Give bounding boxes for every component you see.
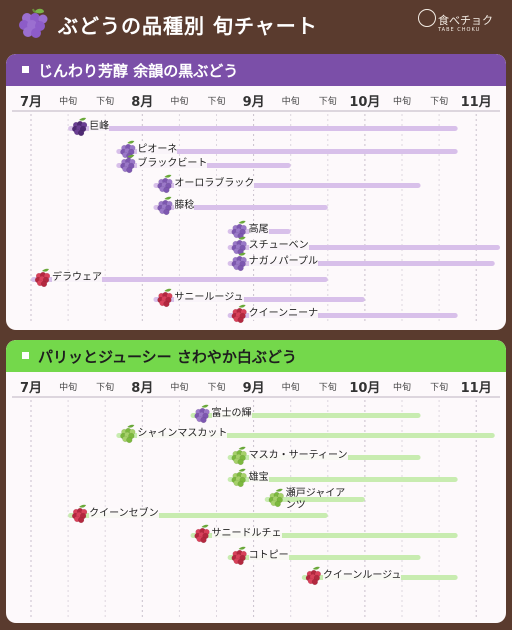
variety-label: シャインマスカット: [137, 428, 228, 440]
variety-label: 雄宝: [248, 472, 269, 484]
series-grape-icon: [231, 546, 247, 566]
period-bar: [31, 277, 328, 282]
variety-label: スチューベン: [248, 240, 309, 252]
period-tick-label: 下旬: [96, 97, 115, 107]
panel-title: じんわり芳醇 余韻の黒ぶどう: [38, 62, 239, 80]
variety-label: クイーンニーナ: [248, 308, 319, 320]
grape-logo-icon: [19, 8, 48, 38]
period-tick-label: 中旬: [59, 383, 78, 393]
series-grape-icon: [194, 524, 210, 544]
variety-label: オーロラブラック: [174, 178, 255, 190]
variety-label: クイーンルージュ: [322, 570, 402, 582]
variety-label: コトピー: [248, 550, 289, 562]
period-tick-label: 下旬: [318, 383, 337, 393]
header: ぶどうの品種別 旬チャート 食べチョク TABE CHOKU: [0, 0, 512, 46]
period-tick-label: 下旬: [207, 383, 226, 393]
period-bar: [227, 477, 458, 482]
month-tick-label: 10月: [349, 95, 381, 110]
series-grape-icon: [305, 566, 321, 586]
variety-label: ナガノパープル: [248, 256, 319, 268]
series-grape-icon: [231, 468, 247, 488]
period-bar: [264, 497, 365, 502]
variety-label: 富士の輝: [211, 408, 252, 420]
panel-header: じんわり芳醇 余韻の黒ぶどう: [6, 54, 506, 86]
bullet-square-icon: [22, 66, 29, 73]
variety-label: サニールージュ: [174, 292, 244, 304]
variety-label: 巨峰: [89, 121, 110, 133]
panel-black-grapes: じんわり芳醇 余韻の黒ぶどう巨峰ピオーネブラックビートオーロラブラック 藤稔高尾ス…: [6, 54, 506, 330]
period-bar: [116, 149, 458, 154]
month-axis-bg: [12, 86, 500, 110]
period-tick-label: 下旬: [318, 97, 337, 107]
variety-label: クイーンセブン: [89, 508, 159, 520]
period-tick-label: 中旬: [170, 383, 189, 393]
variety-label: マスカ・サーティーン: [248, 450, 348, 462]
month-tick-label: 7月: [19, 95, 43, 110]
variety-label: ピオーネ: [137, 144, 178, 156]
variety-label: 高尾: [248, 224, 269, 236]
bullet-square-icon: [22, 352, 29, 359]
panel-title: パリッとジューシー さわやか白ぶどう: [38, 348, 297, 366]
brand-mark-icon: [418, 9, 436, 27]
period-tick-label: 中旬: [59, 97, 78, 107]
period-tick-label: 中旬: [281, 97, 300, 107]
period-bar: [68, 126, 458, 131]
period-tick-label: 中旬: [392, 383, 412, 393]
variety-label: 瀬戸ジャイアンツ: [285, 488, 346, 511]
variety-label: ブラックビート: [137, 158, 208, 170]
series-grape-icon: [34, 268, 51, 288]
variety-label: デラウェア: [52, 272, 102, 284]
month-axis-bg: [12, 372, 500, 396]
period-tick-label: 下旬: [207, 97, 226, 107]
series-grape-icon: [71, 117, 88, 137]
month-tick-label: 7月: [19, 381, 43, 396]
panel-header: パリッとジューシー さわやか白ぶどう: [6, 340, 506, 372]
month-tick-label: 8月: [131, 381, 154, 396]
period-tick-label: 中旬: [392, 97, 412, 107]
variety-label: サニードルチェ: [211, 528, 282, 540]
period-tick-label: 中旬: [170, 97, 189, 107]
month-tick-label: 11月: [460, 95, 492, 110]
series-grape-icon: [120, 154, 136, 174]
series-grape-icon: [157, 174, 173, 194]
series-grape-icon: [231, 304, 247, 324]
series-grape-icon: [194, 404, 210, 424]
panel-white-grapes: パリッとジューシー さわやか白ぶどう富士の輝シャインマスカットマスカ・サーティー…: [6, 340, 506, 623]
series-grape-icon: [120, 424, 136, 444]
series-grape-icon: [268, 488, 284, 508]
series-grape-icon: [71, 504, 88, 524]
month-tick-label: 8月: [131, 95, 154, 110]
series-grape-icon: [157, 196, 173, 216]
series-grape-icon: [231, 220, 247, 240]
brand-name: 食べチョク: [438, 14, 493, 27]
period-tick-label: 下旬: [430, 383, 449, 393]
month-tick-label: 10月: [349, 381, 381, 396]
brand-sub: TABE CHOKU: [438, 27, 481, 33]
period-tick-label: 中旬: [281, 383, 300, 393]
page-title: ぶどうの品種別 旬チャート: [58, 14, 318, 38]
series-grape-icon: [231, 252, 247, 272]
period-bar: [153, 205, 328, 210]
variety-label: 藤稔: [174, 200, 195, 212]
series-grape-icon: [157, 288, 173, 308]
series-grape-icon: [231, 236, 247, 256]
period-tick-label: 下旬: [430, 97, 449, 107]
series-grape-icon: [231, 446, 247, 466]
month-tick-label: 11月: [460, 381, 492, 396]
month-tick-label: 9月: [242, 95, 265, 110]
gantt-chart: [12, 86, 500, 324]
month-tick-label: 9月: [242, 381, 265, 396]
period-tick-label: 下旬: [96, 383, 115, 393]
